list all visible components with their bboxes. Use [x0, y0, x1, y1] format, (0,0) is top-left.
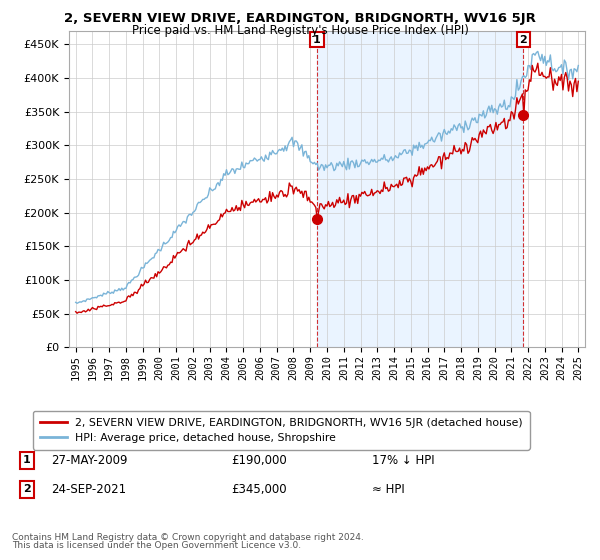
Text: £345,000: £345,000	[231, 483, 287, 496]
Text: This data is licensed under the Open Government Licence v3.0.: This data is licensed under the Open Gov…	[12, 541, 301, 550]
Text: 2: 2	[520, 35, 527, 45]
Text: 1: 1	[23, 455, 31, 465]
Text: Price paid vs. HM Land Registry's House Price Index (HPI): Price paid vs. HM Land Registry's House …	[131, 24, 469, 36]
Text: 2, SEVERN VIEW DRIVE, EARDINGTON, BRIDGNORTH, WV16 5JR: 2, SEVERN VIEW DRIVE, EARDINGTON, BRIDGN…	[64, 12, 536, 25]
Text: 27-MAY-2009: 27-MAY-2009	[51, 454, 128, 467]
Bar	[317, 31, 523, 347]
Text: Contains HM Land Registry data © Crown copyright and database right 2024.: Contains HM Land Registry data © Crown c…	[12, 533, 364, 542]
Legend: 2, SEVERN VIEW DRIVE, EARDINGTON, BRIDGNORTH, WV16 5JR (detached house), HPI: Av: 2, SEVERN VIEW DRIVE, EARDINGTON, BRIDGN…	[33, 411, 530, 450]
Text: 17% ↓ HPI: 17% ↓ HPI	[372, 454, 434, 467]
Text: ≈ HPI: ≈ HPI	[372, 483, 405, 496]
Text: 1: 1	[313, 35, 321, 45]
Text: 2: 2	[23, 484, 31, 494]
Text: £190,000: £190,000	[231, 454, 287, 467]
Text: 24-SEP-2021: 24-SEP-2021	[51, 483, 126, 496]
